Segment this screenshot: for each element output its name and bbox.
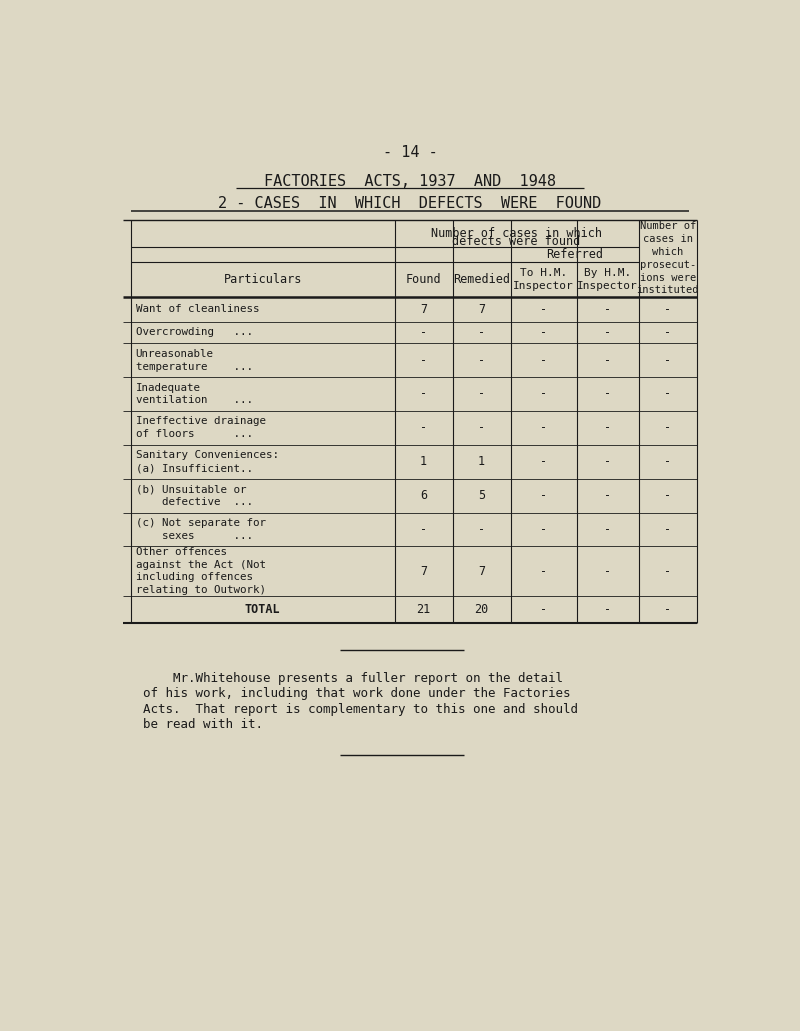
Text: -: - — [540, 388, 547, 400]
Text: -: - — [540, 489, 547, 502]
Text: -: - — [604, 326, 611, 339]
Text: -: - — [540, 603, 547, 617]
Text: -: - — [540, 565, 547, 577]
Text: - 14 -: - 14 - — [382, 145, 438, 161]
Text: Overcrowding   ...: Overcrowding ... — [136, 328, 253, 337]
Text: -: - — [540, 354, 547, 367]
Text: Referred: Referred — [546, 248, 603, 261]
Text: 20: 20 — [474, 603, 489, 617]
Text: 7: 7 — [420, 565, 427, 577]
Text: -: - — [664, 388, 671, 400]
Text: -: - — [540, 303, 547, 315]
Text: Ineffective drainage
of floors      ...: Ineffective drainage of floors ... — [136, 417, 266, 439]
Text: Remedied: Remedied — [453, 273, 510, 287]
Text: -: - — [664, 303, 671, 315]
Text: -: - — [478, 388, 486, 400]
Text: 1: 1 — [420, 456, 427, 468]
Text: -: - — [540, 523, 547, 536]
Text: -: - — [604, 603, 611, 617]
Text: 5: 5 — [478, 489, 486, 502]
Text: -: - — [664, 565, 671, 577]
Text: -: - — [664, 603, 671, 617]
Text: Number of cases in which: Number of cases in which — [431, 227, 602, 240]
Text: Acts.  That report is complementary to this one and should: Acts. That report is complementary to th… — [142, 703, 578, 716]
Text: 7: 7 — [478, 303, 486, 315]
Text: -: - — [420, 523, 427, 536]
Text: -: - — [604, 354, 611, 367]
Text: 6: 6 — [420, 489, 427, 502]
Text: -: - — [540, 326, 547, 339]
Text: 7: 7 — [478, 565, 486, 577]
Text: -: - — [664, 354, 671, 367]
Text: -: - — [420, 388, 427, 400]
Text: Mr.Whitehouse presents a fuller report on the detail: Mr.Whitehouse presents a fuller report o… — [142, 672, 562, 685]
Text: Inadequate
ventilation    ...: Inadequate ventilation ... — [136, 383, 253, 405]
Text: -: - — [540, 422, 547, 434]
Text: -: - — [604, 489, 611, 502]
Text: be read with it.: be read with it. — [142, 719, 262, 731]
Text: To H.M.
Inspector: To H.M. Inspector — [514, 268, 574, 291]
Text: -: - — [604, 422, 611, 434]
Text: -: - — [604, 303, 611, 315]
Text: FACTORIES  ACTS, 1937  AND  1948: FACTORIES ACTS, 1937 AND 1948 — [264, 174, 556, 189]
Text: -: - — [664, 422, 671, 434]
Text: -: - — [604, 456, 611, 468]
Text: Other offences
against the Act (Not
including offences
relating to Outwork): Other offences against the Act (Not incl… — [136, 546, 266, 595]
Text: -: - — [664, 523, 671, 536]
Text: -: - — [420, 422, 427, 434]
Text: defects were found: defects were found — [453, 235, 581, 248]
Text: (c) Not separate for
    sexes      ...: (c) Not separate for sexes ... — [136, 519, 266, 541]
Text: -: - — [420, 326, 427, 339]
Text: Number of
cases in
which
prosecut-
ions were
instituted: Number of cases in which prosecut- ions … — [637, 222, 699, 296]
Text: -: - — [664, 489, 671, 502]
Text: 2 - CASES  IN  WHICH  DEFECTS  WERE  FOUND: 2 - CASES IN WHICH DEFECTS WERE FOUND — [218, 196, 602, 210]
Text: Want of cleanliness: Want of cleanliness — [136, 304, 259, 314]
Text: -: - — [604, 523, 611, 536]
Text: By H.M.
Inspector: By H.M. Inspector — [578, 268, 638, 291]
Text: 1: 1 — [478, 456, 486, 468]
Text: 21: 21 — [417, 603, 430, 617]
Text: Sanitary Conveniences:
(a) Insufficient..: Sanitary Conveniences: (a) Insufficient.… — [136, 451, 278, 473]
Text: (b) Unsuitable or
    defective  ...: (b) Unsuitable or defective ... — [136, 485, 253, 507]
Text: TOTAL: TOTAL — [245, 603, 281, 617]
Text: -: - — [664, 326, 671, 339]
Text: -: - — [540, 456, 547, 468]
Text: of his work, including that work done under the Factories: of his work, including that work done un… — [142, 688, 570, 700]
Text: -: - — [478, 523, 486, 536]
Text: -: - — [478, 422, 486, 434]
Text: -: - — [420, 354, 427, 367]
Text: -: - — [604, 565, 611, 577]
Text: -: - — [664, 456, 671, 468]
Text: Found: Found — [406, 273, 442, 287]
Text: 7: 7 — [420, 303, 427, 315]
Text: -: - — [478, 326, 486, 339]
Text: -: - — [478, 354, 486, 367]
Text: -: - — [604, 388, 611, 400]
Text: Unreasonable
temperature    ...: Unreasonable temperature ... — [136, 348, 253, 371]
Text: Particulars: Particulars — [223, 273, 302, 287]
